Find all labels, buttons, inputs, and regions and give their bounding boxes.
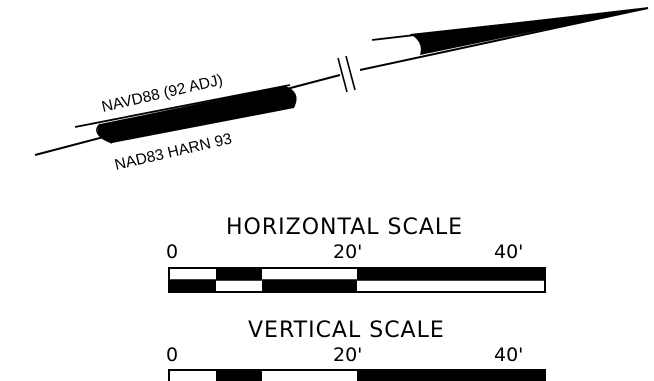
horizontal-scale-title: HORIZONTAL SCALE <box>226 215 463 240</box>
horizontal-scale-tick-40: 40' <box>494 241 523 263</box>
datum-left-bar <box>97 86 297 143</box>
datum-left-bar-cap <box>96 123 113 144</box>
vertical-scale-tick-40: 40' <box>494 344 523 366</box>
vertical-scale: VERTICAL SCALE 0 20' 40' <box>166 318 546 381</box>
datum-baseline-right <box>359 7 649 71</box>
break-symbol <box>337 55 356 93</box>
vertical-scale-title: VERTICAL SCALE <box>248 318 445 343</box>
horizontal-scale-bar <box>168 267 546 293</box>
datum-right-wedge <box>410 8 648 55</box>
horizontal-scale-tick-20: 20' <box>333 241 362 263</box>
datum-upper-line-left <box>74 84 291 128</box>
vertical-scale-tick-20: 20' <box>333 344 362 366</box>
datum-arrow: NAVD88 (92 ADJ) NAD83 HARN 93 <box>34 7 649 174</box>
vertical-scale-bar <box>168 369 546 381</box>
vertical-scale-tick-0: 0 <box>166 344 178 366</box>
horizontal-scale-tick-0: 0 <box>166 241 178 263</box>
horizontal-scale: HORIZONTAL SCALE 0 20' 40' <box>166 215 546 293</box>
